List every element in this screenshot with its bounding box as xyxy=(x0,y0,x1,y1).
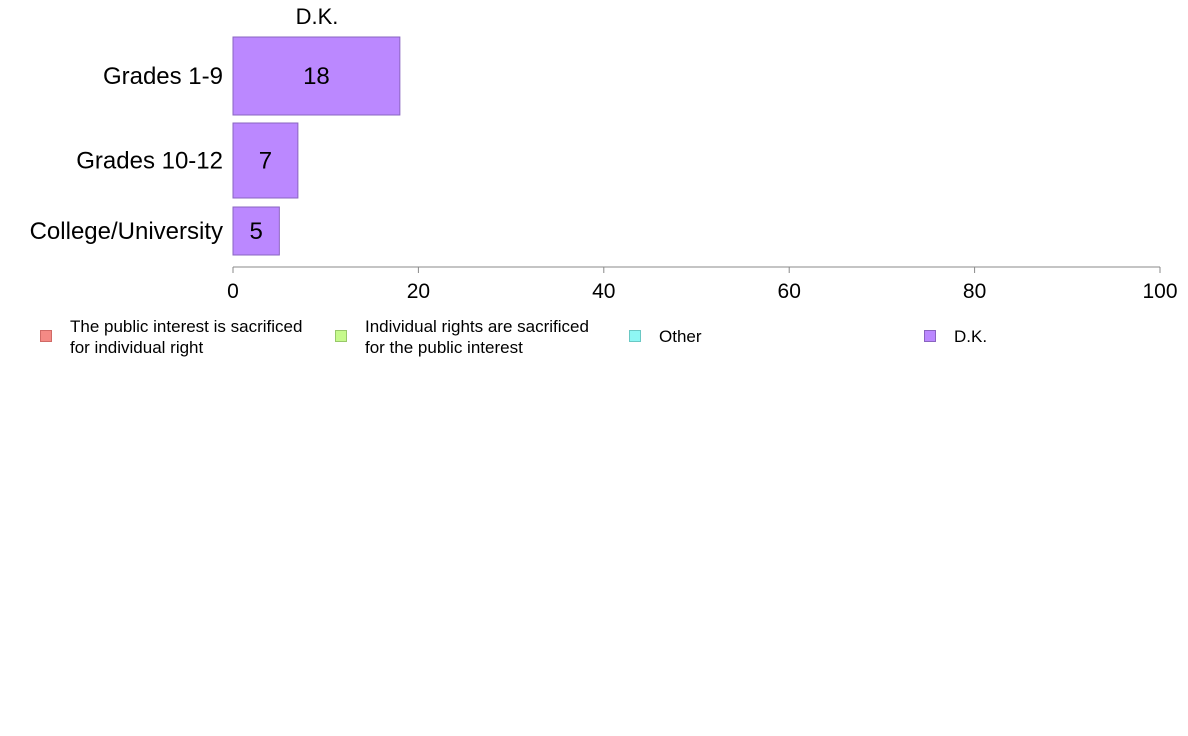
legend-item-individual-rights-sacrificed: Individual rights are sacrificed for the… xyxy=(335,316,615,358)
x-tick-label: 100 xyxy=(1142,280,1177,303)
legend-label-line2: for the public interest xyxy=(365,338,523,357)
bar xyxy=(232,36,401,116)
x-tick-label: 60 xyxy=(778,280,801,303)
legend-label-line1: D.K. xyxy=(954,327,988,346)
legend-swatch xyxy=(629,330,641,342)
x-tick-label: 20 xyxy=(407,280,430,303)
x-tick-label: 40 xyxy=(592,280,615,303)
legend-label-line1: Individual rights are sacrificed xyxy=(365,317,589,336)
bar xyxy=(232,122,299,199)
legend-swatch xyxy=(40,330,52,342)
bar-chart: D.K. Grades 1-9 18 Grades 10-12 7 College/Uni… xyxy=(30,4,1178,303)
category-label: Grades 10-12 xyxy=(76,148,223,175)
legend-item-public-interest-sacrificed: The public interest is sacrificed for in… xyxy=(40,316,320,358)
legend-label: Individual rights are sacrificed for the… xyxy=(365,316,615,358)
data-label: 7 xyxy=(259,148,272,175)
legend-label-line1: The public interest is sacrificed xyxy=(70,317,303,336)
legend-label-line1: Other xyxy=(659,327,702,346)
legend-swatch xyxy=(335,330,347,342)
bar xyxy=(232,206,280,256)
legend-label: D.K. xyxy=(954,316,1188,347)
x-tick-label: 80 xyxy=(963,280,986,303)
data-label: 18 xyxy=(303,63,330,90)
legend: The public interest is sacrificed for in… xyxy=(0,316,1188,366)
legend-item-other: Other xyxy=(629,316,909,347)
chart-title: D.K. xyxy=(296,4,339,29)
category-label: College/University xyxy=(30,218,223,245)
legend-item-dk: D.K. xyxy=(924,316,1188,347)
data-label: 5 xyxy=(249,218,262,245)
legend-label-line2: for individual right xyxy=(70,338,204,357)
x-tick-label: 0 xyxy=(227,280,239,303)
legend-label: The public interest is sacrificed for in… xyxy=(70,316,320,358)
legend-swatch xyxy=(924,330,936,342)
category-label: Grades 1-9 xyxy=(103,63,223,90)
legend-label: Other xyxy=(659,316,909,347)
